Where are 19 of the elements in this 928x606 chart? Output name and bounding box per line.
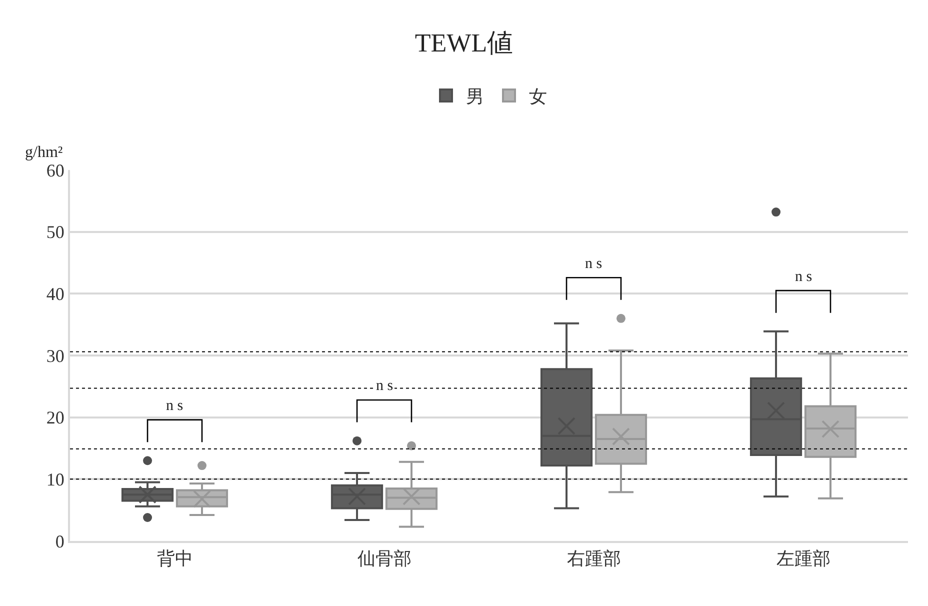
x-tick-label: 右踵部 [566,548,621,569]
y-axis-title: g/hm² [25,144,63,161]
y-tick-label: 60 [46,160,64,180]
y-tick-label: 50 [46,222,64,242]
y-tick-label: 20 [46,408,64,428]
y-tick-label: 10 [46,469,64,490]
annotation: n s [166,398,184,414]
x-tick-label: 背中 [156,548,193,569]
y-tick-label: 30 [46,346,64,366]
annotation: n s [795,269,812,285]
annotation: n s [585,256,602,272]
legend-label: 女 [529,86,547,107]
y-tick-label: 40 [46,284,64,304]
x-tick-label: 左踵部 [776,548,830,569]
y-tick-label: 0 [55,531,64,552]
legend-label: 男 [466,86,484,107]
x-tick-label: 仙骨部 [357,548,412,569]
annotation: n s [376,378,394,394]
chart-title: TEWL値 [414,28,514,58]
